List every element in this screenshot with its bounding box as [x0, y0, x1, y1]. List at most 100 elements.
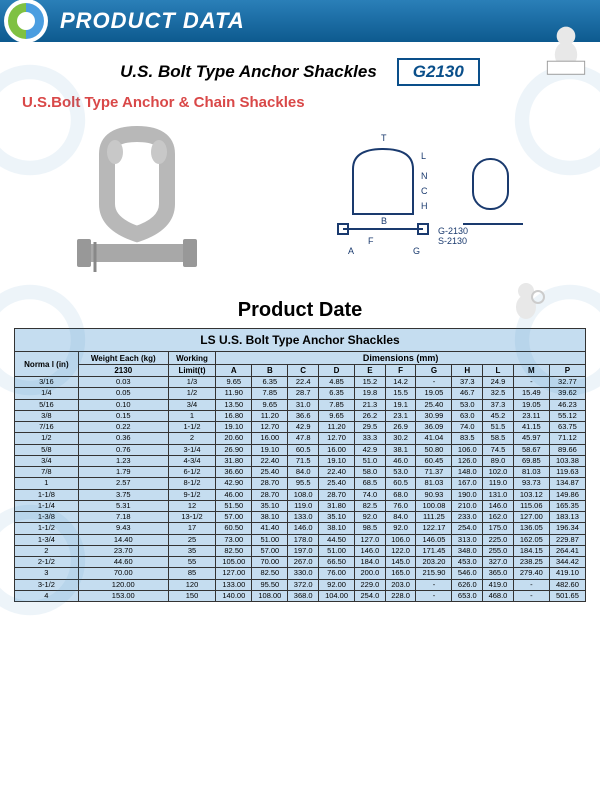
table-cell: 254.0 — [452, 523, 483, 534]
table-cell: 225.0 — [483, 534, 514, 545]
table-row: 4153.00150140.00108.00368.0104.00254.022… — [15, 590, 586, 601]
table-cell: 108.00 — [252, 590, 288, 601]
table-row: 7/81.796-1/236.6025.4084.022.4058.053.07… — [15, 467, 586, 478]
table-row: 12.578-1/242.9028.7095.525.4068.560.581.… — [15, 478, 586, 489]
table-cell: 93.73 — [513, 478, 549, 489]
th-B: B — [252, 365, 288, 377]
table-cell: 105.00 — [216, 557, 252, 568]
table-cell: 19.10 — [252, 444, 288, 455]
table-cell: 25.40 — [252, 467, 288, 478]
table-row: 370.0085127.0082.50330.076.00200.0165.02… — [15, 568, 586, 579]
table-cell: 238.25 — [513, 557, 549, 568]
table-cell: 1 — [15, 478, 79, 489]
table-cell: 19.8 — [355, 388, 386, 399]
svg-text:F: F — [368, 236, 374, 246]
th-E: E — [355, 365, 386, 377]
table-cell: 71.37 — [416, 467, 452, 478]
table-cell: 5.31 — [78, 500, 168, 511]
table-cell: 70.00 — [78, 568, 168, 579]
table-cell: 184.15 — [513, 545, 549, 556]
table-cell: 115.06 — [513, 500, 549, 511]
table-cell: 1-1/2 — [15, 523, 79, 534]
table-cell: 119.63 — [549, 467, 585, 478]
table-cell: 203.0 — [385, 579, 416, 590]
table-cell: 233.0 — [452, 512, 483, 523]
table-cell: 131.0 — [483, 489, 514, 500]
svg-text:S-2130: S-2130 — [438, 236, 467, 246]
svg-text:L: L — [421, 151, 426, 161]
table-cell: 85 — [168, 568, 216, 579]
table-cell: 11.20 — [319, 422, 355, 433]
table-cell: 57.00 — [252, 545, 288, 556]
table-cell: 15.5 — [385, 388, 416, 399]
table-title: LS U.S. Bolt Type Anchor Shackles — [15, 329, 586, 352]
table-cell: 39.62 — [549, 388, 585, 399]
th-C: C — [288, 365, 319, 377]
table-cell: 9.43 — [78, 523, 168, 534]
th-working: Working — [168, 352, 216, 365]
table-cell: 119.0 — [288, 500, 319, 511]
table-cell: 11.20 — [252, 410, 288, 421]
table-cell: 12 — [168, 500, 216, 511]
table-cell: 32.77 — [549, 377, 585, 388]
table-cell: 103.38 — [549, 455, 585, 466]
table-cell: 42.9 — [355, 444, 386, 455]
table-cell: 453.0 — [452, 557, 483, 568]
table-cell: 38.10 — [319, 523, 355, 534]
table-cell: 58.5 — [483, 433, 514, 444]
table-cell: 81.03 — [416, 478, 452, 489]
th-dimensions: Dimensions (mm) — [216, 352, 586, 365]
table-cell: 0.03 — [78, 377, 168, 388]
table-cell: 58.0 — [355, 467, 386, 478]
table-cell: 28.70 — [319, 489, 355, 500]
table-row: 1/40.051/211.907.8528.76.3519.815.519.05… — [15, 388, 586, 399]
table-cell: 33.3 — [355, 433, 386, 444]
table-cell: 16.80 — [216, 410, 252, 421]
table-cell: 197.0 — [288, 545, 319, 556]
table-cell: 145.0 — [385, 557, 416, 568]
svg-text:G: G — [413, 246, 420, 256]
table-cell: 19.05 — [416, 388, 452, 399]
table-cell: 2 — [168, 433, 216, 444]
table-cell: 126.0 — [452, 455, 483, 466]
table-cell: - — [416, 377, 452, 388]
table-cell: 22.40 — [252, 455, 288, 466]
table-cell: 1/3 — [168, 377, 216, 388]
table-cell: 70.00 — [252, 557, 288, 568]
th-G: G — [416, 365, 452, 377]
table-row: 1/20.36220.6016.0047.812.7033.330.241.04… — [15, 433, 586, 444]
table-cell: 3.75 — [78, 489, 168, 500]
table-cell: 4 — [15, 590, 79, 601]
table-row: 3-1/2120.00120133.0095.50372.092.00229.0… — [15, 579, 586, 590]
table-cell: 3/4 — [168, 399, 216, 410]
table-row: 2-1/244.6055105.0070.00267.066.50184.014… — [15, 557, 586, 568]
table-cell: 37.3 — [483, 399, 514, 410]
table-cell: 90.93 — [416, 489, 452, 500]
table-cell: 68.0 — [385, 489, 416, 500]
table-cell: 626.0 — [452, 579, 483, 590]
table-cell: 229.87 — [549, 534, 585, 545]
table-cell: 372.0 — [288, 579, 319, 590]
table-cell: 60.50 — [216, 523, 252, 534]
section-title: Product Date — [14, 299, 586, 322]
table-cell: 365.0 — [483, 568, 514, 579]
table-cell: 92.0 — [385, 523, 416, 534]
mascot-icon-2 — [506, 279, 546, 327]
table-cell: 31.80 — [216, 455, 252, 466]
table-cell: 4.85 — [319, 377, 355, 388]
table-cell: 35.10 — [319, 512, 355, 523]
content-area: U.S. Bolt Type Anchor Shackles G2130 U.S… — [0, 42, 600, 612]
table-cell: 36.60 — [216, 467, 252, 478]
svg-text:G-2130: G-2130 — [438, 226, 468, 236]
table-cell: 66.50 — [319, 557, 355, 568]
table-cell: 3-1/2 — [15, 579, 79, 590]
table-cell: 19.05 — [513, 399, 549, 410]
th-L: L — [483, 365, 514, 377]
table-cell: 21.3 — [355, 399, 386, 410]
table-cell: 200.0 — [355, 568, 386, 579]
table-cell: 6-1/2 — [168, 467, 216, 478]
table-cell: 106.0 — [385, 534, 416, 545]
table-cell: 1-1/2 — [168, 422, 216, 433]
table-cell: 2 — [15, 545, 79, 556]
table-cell: 92.0 — [355, 512, 386, 523]
